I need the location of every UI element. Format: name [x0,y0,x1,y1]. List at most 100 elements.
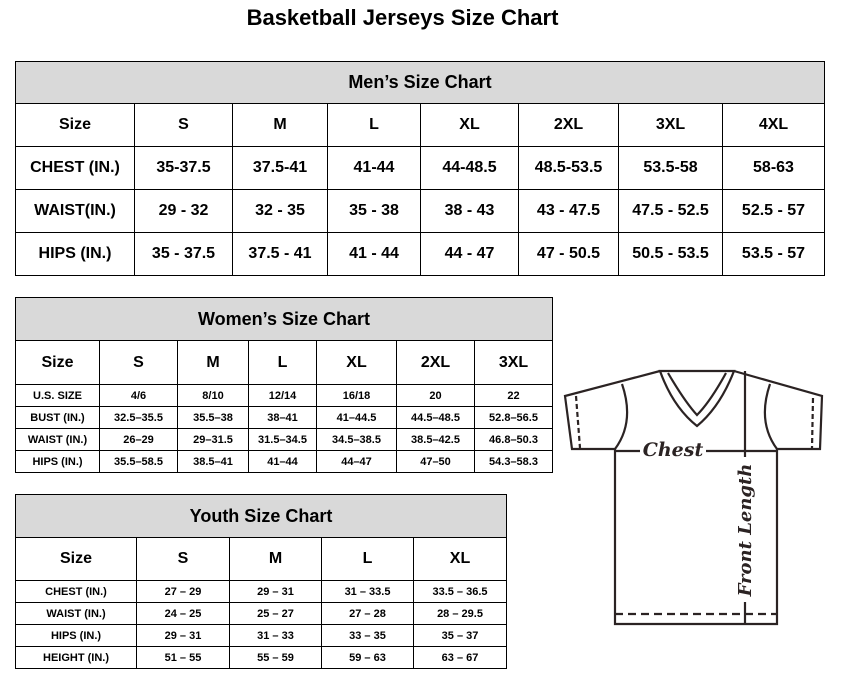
table-cell: 8/10 [177,384,249,407]
youth-size-table: Youth Size Chart Size S M L XL CHEST (IN.) 27 –… [14,494,508,669]
column-header: XL [316,340,397,385]
table-cell: 50.5 - 53.5 [618,232,723,276]
table-cell: 43 - 47.5 [518,189,619,233]
size-header-row: Size S M L XL [15,537,508,581]
table-cell: 47–50 [396,450,475,473]
column-header: S [136,537,230,581]
table-cell: 47 - 50.5 [518,232,619,276]
table-row: WAIST (IN.) 26–29 29–31.5 31.5–34.5 34.5–38.… [15,428,554,451]
row-label: WAIST(IN.) [15,189,135,233]
table-cell: 29 - 32 [134,189,233,233]
row-label: HIPS (IN.) [15,624,137,647]
table-cell: 22 [473,384,554,407]
table-cell: 35.5–58.5 [99,450,178,473]
column-header: XL [420,103,519,147]
table-cell: 38–41 [248,406,317,429]
table-cell: 41–44 [248,450,317,473]
table-cell: 29 – 31 [229,580,322,603]
row-label: HIPS (IN.) [15,232,135,276]
table-cell: 52.5 - 57 [722,189,825,233]
table-cell: 48.5-53.5 [518,146,619,190]
table-cell: 31 – 33 [229,624,322,647]
column-header: Size [15,340,100,385]
men-chart-heading: Men’s Size Chart [15,61,825,104]
women-chart-heading: Women’s Size Chart [14,297,554,341]
table-cell: 4/6 [99,384,178,407]
table-cell: 51 – 55 [136,646,230,669]
row-label: CHEST (IN.) [15,146,135,190]
column-header: S [99,340,178,385]
table-cell: 35 – 37 [412,624,508,647]
table-cell: 35 - 37.5 [134,232,233,276]
youth-chart-heading: Youth Size Chart [14,494,508,538]
table-cell: 46.8–50.3 [473,428,554,451]
column-header: L [327,103,421,147]
jersey-outline [563,369,824,626]
table-cell: 32.5–35.5 [99,406,178,429]
table-row: U.S. SIZE 4/6 8/10 12/14 16/18 20 22 [15,384,554,407]
column-header: 4XL [722,103,825,147]
row-label: HIPS (IN.) [15,450,100,473]
table-cell: 53.5 - 57 [722,232,825,276]
table-cell: 28 – 29.5 [412,602,508,625]
table-cell: 27 – 28 [321,602,414,625]
column-header: M [232,103,328,147]
table-cell: 59 – 63 [321,646,414,669]
column-header: L [321,537,414,581]
page-title: Basketball Jerseys Size Chart [246,5,559,30]
column-header: XL [412,537,508,581]
column-header: M [229,537,322,581]
table-row: WAIST (IN.) 24 – 25 25 – 27 27 – 28 28 – 29.… [15,602,508,625]
table-cell: 58-63 [722,146,825,190]
table-row: HEIGHT (IN.) 51 – 55 55 – 59 59 – 63 63 – 67 [15,646,508,669]
chest-label: Chest [643,439,704,461]
table-cell: 63 – 67 [412,646,508,669]
table-cell: 53.5-58 [618,146,723,190]
row-label: WAIST (IN.) [15,602,137,625]
column-header: S [134,103,233,147]
table-cell: 29–31.5 [177,428,249,451]
table-row: CHEST (IN.) 35-37.5 37.5-41 41-44 44-48.5 48.… [15,146,825,190]
table-cell: 35 - 38 [327,189,421,233]
row-label: HEIGHT (IN.) [15,646,137,669]
table-cell: 26–29 [99,428,178,451]
row-label: BUST (IN.) [15,406,100,429]
column-header: L [248,340,317,385]
mens-size-table: Men’s Size Chart Size S M L XL 2XL 3XL 4XL CHEST … [15,61,825,276]
table-cell: 41 - 44 [327,232,421,276]
table-cell: 35-37.5 [134,146,233,190]
table-cell: 12/14 [248,384,317,407]
table-cell: 38.5–42.5 [396,428,475,451]
table-row: HIPS (IN.) 35.5–58.5 38.5–41 41–44 44–47 47–5… [15,450,554,473]
table-cell: 27 – 29 [136,580,230,603]
row-label: U.S. SIZE [15,384,100,407]
table-cell: 32 - 35 [232,189,328,233]
table-cell: 44–47 [316,450,397,473]
table-cell: 24 – 25 [136,602,230,625]
column-header: 3XL [473,340,554,385]
table-cell: 47.5 - 52.5 [618,189,723,233]
row-label: WAIST (IN.) [15,428,100,451]
table-cell: 37.5 - 41 [232,232,328,276]
table-cell: 35.5–38 [177,406,249,429]
column-header: 2XL [518,103,619,147]
table-cell: 52.8–56.5 [473,406,554,429]
table-cell: 33.5 – 36.5 [412,580,508,603]
table-cell: 54.3–58.3 [473,450,554,473]
column-header: Size [15,537,137,581]
table-cell: 31.5–34.5 [248,428,317,451]
jersey-diagram: Chest Front Length [563,369,824,626]
size-header-row: Size S M L XL 2XL 3XL 4XL [15,103,825,147]
size-header-row: Size S M L XL 2XL 3XL [15,340,554,385]
table-cell: 44-48.5 [420,146,519,190]
table-cell: 38 - 43 [420,189,519,233]
table-cell: 55 – 59 [229,646,322,669]
table-cell: 44.5–48.5 [396,406,475,429]
front-length-label: Front Length [735,464,756,598]
row-label: CHEST (IN.) [15,580,137,603]
table-cell: 16/18 [316,384,397,407]
womens-size-table: Women’s Size Chart Size S M L XL 2XL 3XL U.S. SI… [14,297,554,473]
table-row: BUST (IN.) 32.5–35.5 35.5–38 38–41 41–44.5 44… [15,406,554,429]
table-cell: 37.5-41 [232,146,328,190]
table-cell: 25 – 27 [229,602,322,625]
